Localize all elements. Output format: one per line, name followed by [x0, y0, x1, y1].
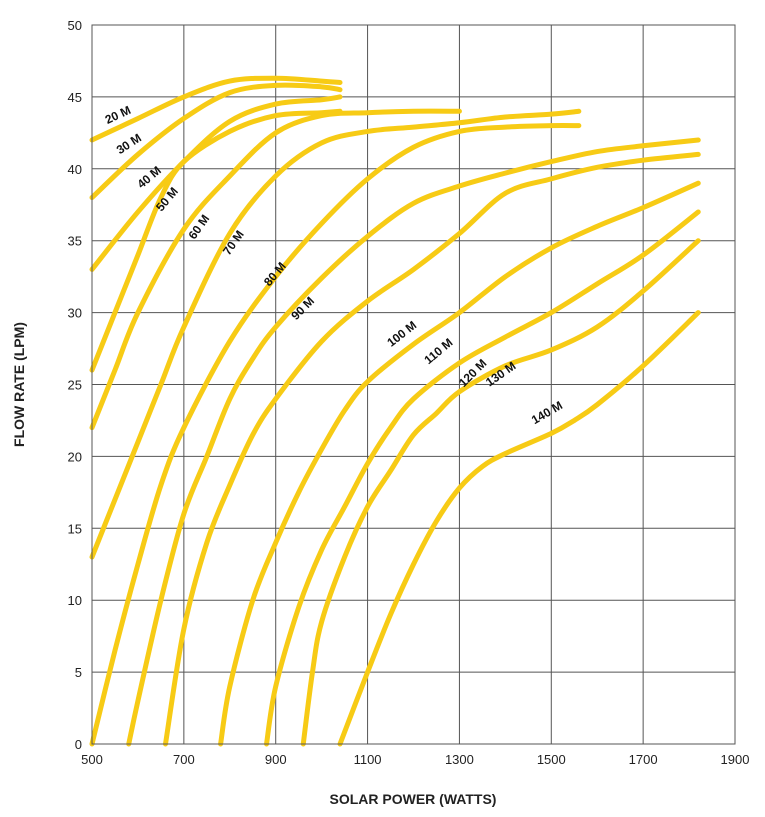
- x-tick-label: 1300: [445, 752, 474, 767]
- x-tick-label: 500: [81, 752, 103, 767]
- series-label-90m: 90 M: [288, 294, 317, 323]
- x-tick-label: 1500: [537, 752, 566, 767]
- plot-frame: [91, 24, 736, 745]
- series-label-140m: 140 M: [529, 398, 565, 427]
- y-tick-label: 30: [68, 306, 82, 321]
- series-line-70m: [89, 108, 582, 560]
- y-tick-label: 10: [68, 593, 82, 608]
- x-tick-label: 1100: [354, 752, 382, 767]
- series-line-50m: [89, 108, 343, 373]
- series-line-140m: [337, 310, 701, 747]
- series-line-100m: [162, 151, 701, 747]
- y-tick-label: 25: [68, 378, 82, 393]
- y-tick-label: 50: [68, 18, 82, 33]
- y-tick-label: 20: [68, 449, 82, 464]
- series-line-20m: [89, 75, 343, 143]
- series-curves: [89, 75, 701, 747]
- series-line-90m: [126, 137, 701, 747]
- y-tick-label: 15: [68, 521, 82, 536]
- y-axis-title: FLOW RATE (LPM): [11, 322, 27, 447]
- x-tick-label: 1900: [721, 752, 750, 767]
- x-axis-tick-labels: 500 700 900 1100 1300 1500 1700 1900: [81, 752, 749, 767]
- series-label-70m: 70 M: [220, 228, 247, 258]
- y-tick-label: 35: [68, 234, 82, 249]
- series-label-60m: 60 M: [186, 212, 213, 242]
- series-line-40m: [89, 94, 343, 272]
- series-line-30m: [89, 82, 343, 201]
- y-axis-tick-labels: 0 5 10 15 20 25 30 35 40 45 50: [68, 18, 82, 752]
- x-tick-label: 1700: [629, 752, 658, 767]
- grid-lines: [91, 24, 736, 745]
- x-axis-title: SOLAR POWER (WATTS): [330, 791, 497, 807]
- x-tick-label: 700: [173, 752, 195, 767]
- y-tick-label: 5: [75, 665, 82, 680]
- series-label-110m: 110 M: [421, 335, 455, 367]
- series-line-130m: [300, 238, 701, 747]
- y-tick-label: 45: [68, 90, 82, 105]
- y-tick-label: 0: [75, 737, 82, 752]
- series-line-120m: [264, 209, 701, 747]
- series-line-110m: [218, 180, 701, 747]
- series-line-80m: [89, 123, 582, 747]
- y-tick-label: 40: [68, 162, 82, 177]
- x-tick-label: 900: [265, 752, 287, 767]
- series-line-60m: [89, 108, 462, 431]
